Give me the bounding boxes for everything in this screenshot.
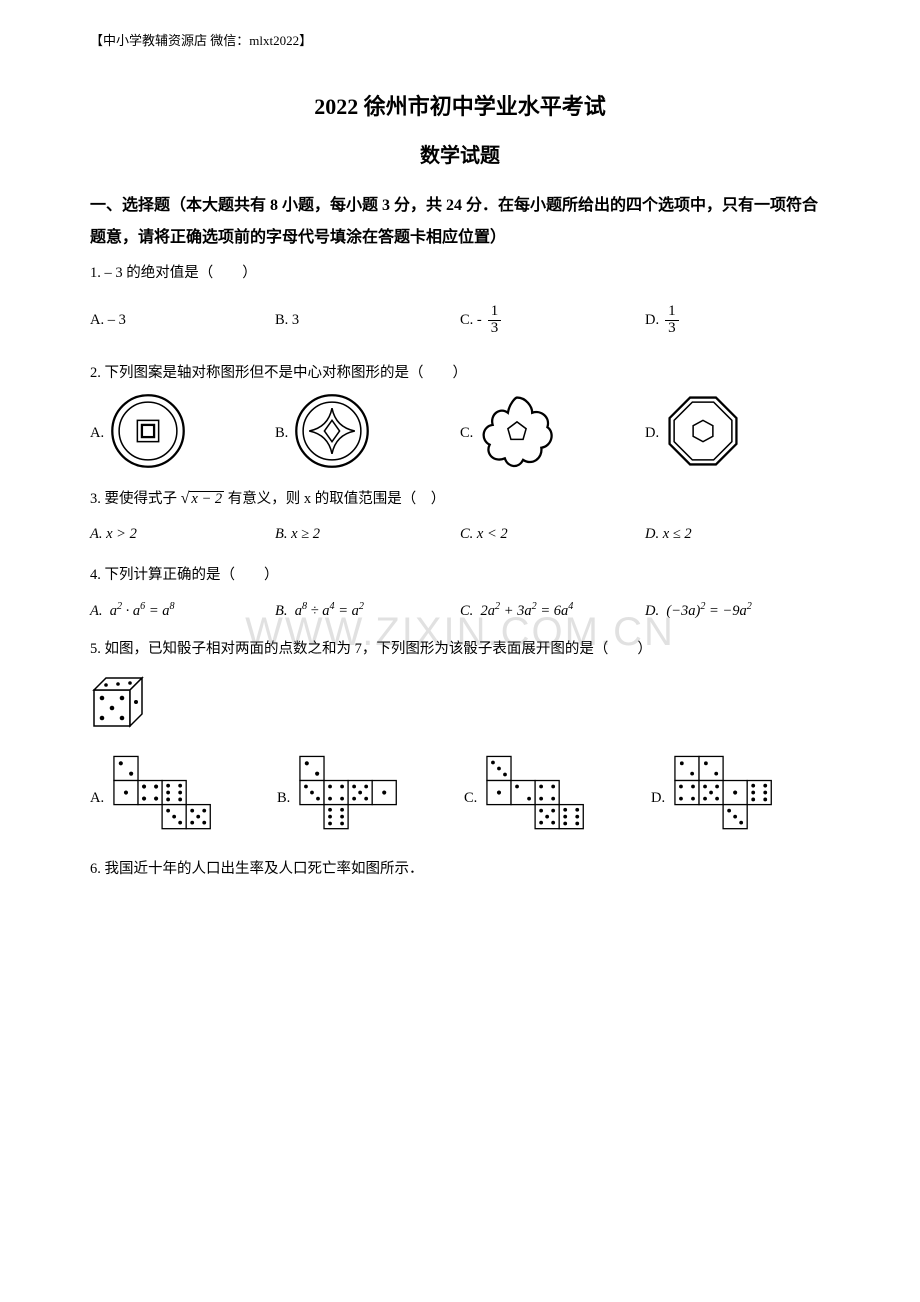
q3-c-label: C. x < 2 — [460, 526, 508, 543]
q3-options: A. x > 2 B. x ≥ 2 C. x < 2 D. x ≤ 2 — [90, 520, 830, 550]
q4-c-label: C. 2a2 + 3a2 = 6a4 — [460, 601, 573, 620]
q5-d-label: D. — [651, 790, 665, 807]
q2-opt-a: A. — [90, 393, 275, 474]
q1-opt-a: A. – 3 — [90, 312, 275, 329]
q5-opt-a: A. — [90, 753, 269, 844]
section-1-heading: 一、选择题（本大题共有 8 小题，每小题 3 分，共 24 分．在每小题所给出的… — [90, 190, 830, 254]
q3-opt-d: D. x ≤ 2 — [645, 526, 830, 543]
coin-square-icon — [110, 393, 186, 474]
q4-t1: 4. 下列计算正确 — [90, 567, 192, 583]
q1-text: 1. – 3 的绝对值是（ ） — [90, 260, 830, 288]
q2-text: 2. 下列图案是轴对称图形但不是中心对称图形的是（ ） — [90, 360, 830, 388]
q1-c-num: 1 — [488, 304, 502, 321]
q2-opt-d: D. — [645, 393, 830, 474]
q2-opt-b: B. — [275, 393, 460, 474]
q1-d-fraction: 1 3 — [665, 304, 679, 337]
q1-d-prefix: D. — [645, 312, 659, 329]
q4-opt-a: A. a2 · a6 = a8 — [90, 601, 275, 620]
dice-net-d-icon — [671, 753, 801, 844]
q1-opt-b: B. 3 — [275, 312, 460, 329]
q5-a-label: A. — [90, 790, 104, 807]
q4-opt-b: B. a8 ÷ a4 = a2 — [275, 601, 460, 620]
q4-d-label: D. (−3a)2 = −9a2 — [645, 601, 752, 620]
q5-b-label: B. — [277, 790, 290, 807]
q5-options: A. — [90, 753, 830, 844]
q3-sqrt-arg: x − 2 — [189, 491, 224, 508]
q3-opt-a: A. x > 2 — [90, 526, 275, 543]
q2-b-label: B. — [275, 425, 288, 442]
q1-b-label: B. 3 — [275, 312, 299, 329]
q1-c-fraction: 1 3 — [488, 304, 502, 337]
flower-pentagon-icon — [479, 393, 555, 474]
q5-opt-b: B. — [277, 753, 456, 844]
q3-a-label: A. x > 2 — [90, 526, 137, 543]
q2-d-label: D. — [645, 425, 659, 442]
exam-title-1: 2022 徐州市初中学业水平考试 — [90, 89, 830, 121]
q3-b-label: B. x ≥ 2 — [275, 526, 320, 543]
q2-c-label: C. — [460, 425, 473, 442]
q5-opt-d: D. — [651, 753, 830, 844]
q4-opt-c: C. 2a2 + 3a2 = 6a4 — [460, 601, 645, 620]
q3-pre: 3. 要使得式子 — [90, 491, 177, 507]
octagon-hexagon-icon — [665, 393, 741, 474]
q3-opt-c: C. x < 2 — [460, 526, 645, 543]
dice-net-c-icon — [483, 753, 613, 844]
q4-opt-d: D. (−3a)2 = −9a2 — [645, 601, 830, 620]
dice-net-a-icon — [110, 753, 240, 844]
q4-b-label: B. a8 ÷ a4 = a2 — [275, 601, 364, 620]
q3-text: 3. 要使得式子 √x − 2 有意义，则 x 的取值范围是（ ） — [90, 486, 830, 514]
q5-c-label: C. — [464, 790, 477, 807]
q1-c-prefix: C. - — [460, 312, 482, 329]
dice-net-b-icon — [296, 753, 426, 844]
q1-opt-d: D. 1 3 — [645, 304, 830, 337]
q1-a-label: A. – 3 — [90, 312, 126, 329]
q5-dice-3d — [90, 674, 154, 739]
q4-options: A. a2 · a6 = a8 B. a8 ÷ a4 = a2 C. 2a2 +… — [90, 595, 830, 626]
q3-opt-b: B. x ≥ 2 — [275, 526, 460, 543]
q1-opt-c: C. - 1 3 — [460, 304, 645, 337]
coin-star-icon — [294, 393, 370, 474]
q1-options: A. – 3 B. 3 C. - 1 3 D. 1 3 — [90, 294, 830, 348]
q2-options: A. B. C. — [90, 393, 830, 474]
q2-opt-c: C. — [460, 393, 645, 474]
exam-title-2: 数学试题 — [90, 139, 830, 168]
q4-text: 4. 下列计算正确的是（ ） — [90, 562, 830, 590]
q4-t2: 的 — [192, 567, 207, 583]
q2-a-label: A. — [90, 425, 104, 442]
q4-a-label: A. a2 · a6 = a8 — [90, 601, 175, 620]
q3-post: 有意义，则 x 的取值范围是（ ） — [228, 491, 446, 507]
q1-c-den: 3 — [488, 321, 502, 337]
q6-text: 6. 我国近十年的人口出生率及人口死亡率如图所示． — [90, 856, 830, 884]
header-note: 【中小学教辅资源店 微信：mlxt2022】 — [90, 30, 830, 49]
q5-text: 5. 如图，已知骰子相对两面的点数之和为 7，下列图形为该骰子表面展开图的是（ … — [90, 636, 830, 664]
q1-d-num: 1 — [665, 304, 679, 321]
sqrt-icon: √x − 2 — [181, 491, 225, 508]
q1-d-den: 3 — [665, 321, 679, 337]
q5-opt-c: C. — [464, 753, 643, 844]
q3-d-label: D. x ≤ 2 — [645, 526, 692, 543]
q4-t3: 是（ ） — [206, 567, 279, 583]
